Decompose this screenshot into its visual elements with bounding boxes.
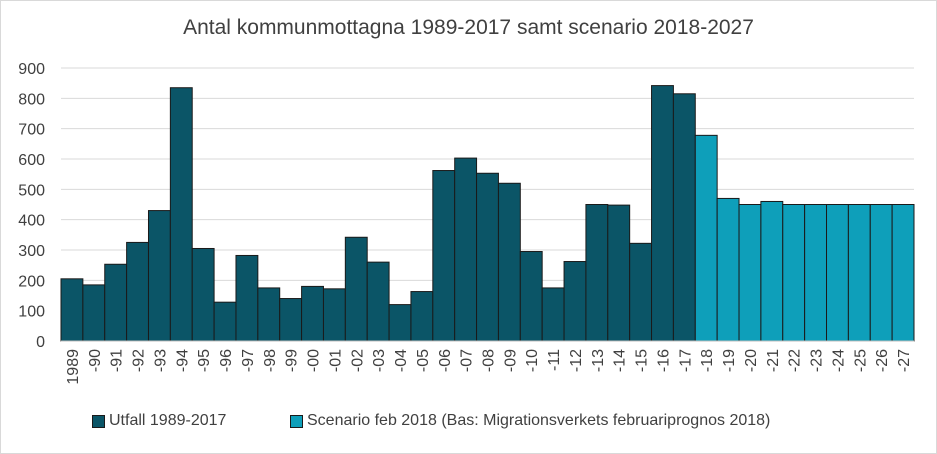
x-axis-ticks: 1989 -90 -91 -92 -93 -94 -95 -96 -97 -98 -99 -00 -01… [65, 349, 913, 385]
bar-utfall [563, 261, 587, 342]
x-tick-label: -09 [502, 349, 519, 372]
x-tick-label: -20 [743, 349, 760, 372]
bar-utfall [169, 87, 193, 342]
bar-utfall [497, 182, 521, 342]
x-tick-label: -23 [809, 349, 826, 372]
bar-utfall [476, 172, 499, 342]
bar-utfall [672, 93, 696, 342]
x-tick-label: -00 [306, 349, 323, 372]
bar-scenario [869, 204, 893, 342]
legend-label-utfall: Utfall 1989-2017 [109, 412, 227, 429]
x-tick-label: -17 [677, 349, 694, 372]
x-tick-label: -06 [437, 349, 454, 372]
x-tick-label: -24 [830, 349, 847, 372]
bar-utfall [191, 247, 215, 342]
bar-utfall [82, 284, 106, 342]
y-tick-label: 700 [18, 122, 45, 139]
x-tick-label: -25 [852, 349, 869, 372]
x-tick-label: -14 [612, 349, 629, 372]
bar-utfall [541, 287, 565, 342]
x-tick-label: -99 [284, 349, 301, 372]
y-tick-label: 800 [18, 91, 45, 108]
x-tick-label: -13 [590, 349, 607, 372]
y-axis-ticks: 0 100 200 300 400 500 600 700 800 900 [18, 61, 45, 351]
x-tick-label: -02 [349, 349, 366, 372]
y-tick-label: 500 [18, 182, 45, 199]
x-tick-label: -19 [721, 349, 738, 372]
legend-item-utfall: Utfall 1989-2017 [92, 412, 226, 430]
x-tick-label: -95 [196, 349, 213, 372]
y-tick-label: 0 [36, 334, 45, 351]
x-tick-label: -22 [787, 349, 804, 372]
x-tick-label: -05 [415, 349, 432, 372]
y-tick-label: 600 [18, 152, 45, 169]
bar-utfall [629, 242, 653, 342]
x-tick-label: -90 [87, 349, 104, 372]
bar-utfall [104, 263, 128, 342]
y-tick-label: 300 [18, 243, 45, 260]
x-tick-label: -18 [699, 349, 716, 372]
bar-utfall [410, 291, 434, 342]
legend-swatch-scenario [290, 414, 303, 428]
bar-utfall [585, 204, 609, 342]
x-tick-label: -15 [634, 349, 651, 372]
bar-utfall [301, 285, 324, 342]
bar-scenario [891, 204, 915, 342]
bar-utfall [432, 170, 456, 342]
x-tick-label: -94 [174, 349, 191, 372]
y-tick-label: 100 [18, 304, 45, 321]
bar-utfall [454, 157, 478, 342]
x-tick-label: -21 [765, 349, 782, 372]
y-tick-label: 400 [18, 213, 45, 230]
bar-utfall [257, 287, 281, 342]
bar-utfall [651, 85, 674, 342]
bars [60, 85, 915, 342]
bar-scenario [804, 204, 828, 342]
bar-utfall [388, 304, 412, 342]
x-tick-label: -92 [131, 349, 148, 372]
x-tick-label: -97 [240, 349, 257, 372]
bar-utfall [126, 241, 149, 342]
legend-item-scenario: Scenario feb 2018 (Bas: Migrationsverket… [290, 412, 770, 430]
bar-scenario [847, 204, 871, 342]
legend-label-scenario: Scenario feb 2018 (Bas: Migrationsverket… [307, 412, 771, 429]
bar-utfall [279, 298, 303, 342]
bar-utfall [519, 251, 543, 342]
x-tick-label: -26 [874, 349, 891, 372]
bar-utfall [322, 288, 346, 342]
x-tick-label: -27 [896, 349, 913, 372]
x-tick-label: -91 [109, 349, 126, 372]
legend-swatch-utfall [92, 414, 105, 428]
bar-utfall [344, 236, 368, 342]
y-tick-label: 900 [18, 61, 45, 78]
x-tick-label: -93 [152, 349, 169, 372]
x-tick-label: -01 [327, 349, 344, 372]
chart-title: Antal kommunmottagna 1989-2017 samt scen… [183, 16, 754, 39]
bar-utfall [366, 261, 390, 342]
x-tick-label: -07 [459, 349, 476, 372]
x-tick-label: 1989 [65, 349, 82, 385]
bar-scenario [694, 134, 718, 342]
x-tick-label: -11 [546, 349, 563, 371]
x-tick-label: -03 [371, 349, 388, 372]
x-tick-label: -10 [524, 349, 541, 372]
x-tick-label: -04 [393, 349, 410, 372]
bar-scenario [760, 200, 784, 342]
bar-utfall [213, 301, 237, 342]
x-tick-label: -16 [655, 349, 672, 372]
bar-utfall [60, 278, 84, 342]
bar-utfall [607, 204, 631, 342]
bar-utfall [147, 210, 171, 342]
x-tick-label: -08 [481, 349, 498, 372]
bar-utfall [235, 254, 259, 342]
x-tick-label: -12 [568, 349, 585, 372]
bar-scenario [782, 204, 806, 342]
x-tick-label: -98 [262, 349, 279, 372]
x-tick-label: -96 [218, 349, 235, 372]
bar-scenario [716, 197, 740, 342]
bar-scenario [738, 204, 762, 342]
y-tick-label: 200 [18, 273, 45, 290]
bar-scenario [826, 204, 849, 342]
